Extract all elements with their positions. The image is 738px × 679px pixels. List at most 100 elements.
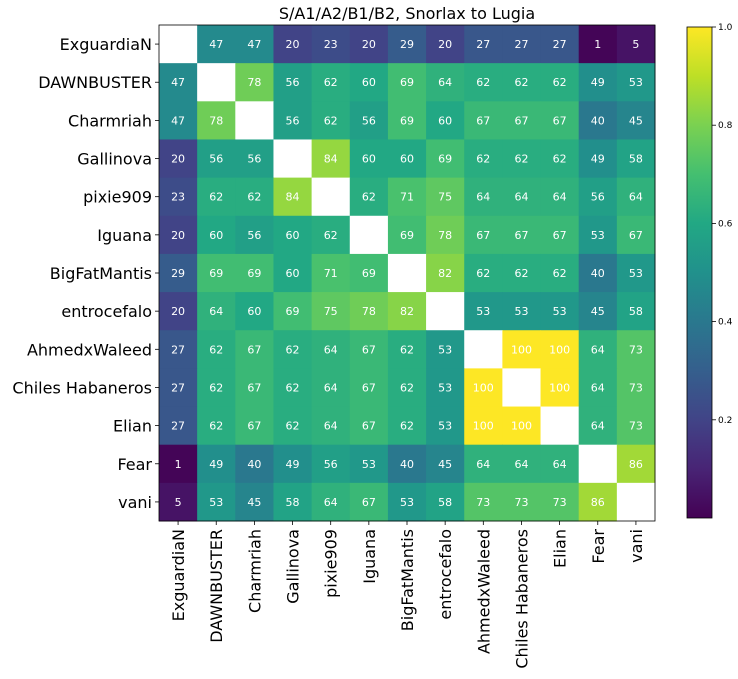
heatmap-cell: [578, 253, 618, 293]
cell-value-label: 67: [553, 229, 567, 242]
cell-value-label: 53: [400, 496, 414, 509]
cell-value-label: 82: [438, 267, 452, 280]
heatmap-cell: [540, 444, 580, 484]
cell-value-label: 40: [591, 114, 605, 127]
heatmap-cell: [578, 292, 618, 331]
cell-value-label: 56: [209, 153, 223, 166]
cell-value-label: 62: [209, 420, 223, 433]
heatmap-cell: [387, 368, 427, 408]
heatmap-cell: [349, 482, 389, 522]
row-label: entrocefalo: [61, 302, 152, 321]
cell-value-label: 62: [514, 153, 528, 166]
heatmap-cell: [464, 215, 503, 255]
cell-value-label: 78: [438, 229, 452, 242]
heatmap-cell: [464, 139, 503, 179]
cell-value-label: 60: [362, 76, 376, 89]
cell-value-label: 27: [171, 381, 185, 394]
heatmap-cell: [387, 101, 427, 140]
cell-value-label: 62: [247, 191, 261, 204]
heatmap-cell: [387, 177, 427, 217]
cell-value-label: 73: [476, 496, 490, 509]
heatmap-cell: [197, 177, 236, 217]
cell-value-label: 71: [324, 267, 338, 280]
heatmap-cell-empty: [616, 482, 656, 522]
heatmap-cell: [578, 482, 618, 522]
heatmap-cell: [578, 101, 618, 140]
cell-value-label: 60: [400, 153, 414, 166]
heatmap-cell: [197, 482, 236, 522]
cell-value-label: 75: [324, 305, 338, 318]
heatmap-cell: [578, 139, 618, 179]
cell-value-label: 20: [171, 153, 185, 166]
cell-value-label: 67: [362, 381, 376, 394]
cell-value-label: 69: [209, 267, 223, 280]
cell-value-label: 53: [629, 76, 643, 89]
heatmap-cell: [159, 101, 198, 140]
heatmap-cell: [159, 330, 198, 369]
cell-value-label: 45: [629, 114, 643, 127]
heatmap-cell: [311, 139, 351, 179]
heatmap-cell: [464, 406, 503, 446]
cell-value-label: 69: [400, 229, 414, 242]
cell-value-label: 58: [286, 496, 300, 509]
cell-value-label: 20: [171, 229, 185, 242]
heatmap-cell: [159, 63, 198, 102]
heatmap-cell: [578, 406, 618, 446]
cell-value-label: 84: [324, 153, 338, 166]
cell-value-label: 27: [171, 343, 185, 356]
row-label: ExguardiaN: [60, 35, 152, 54]
heatmap-cell: [464, 292, 503, 331]
cell-value-label: 53: [514, 305, 528, 318]
cell-value-label: 29: [171, 267, 185, 280]
heatmap-cell: [349, 139, 389, 179]
heatmap-cell: [502, 101, 542, 140]
heatmap-cell: [426, 330, 465, 369]
heatmap-cell: [502, 177, 542, 217]
cell-value-label: 71: [400, 191, 414, 204]
heatmap-cell: [159, 215, 198, 255]
cell-value-label: 56: [247, 229, 261, 242]
heatmap-cell: [578, 330, 618, 369]
heatmap-cell: [387, 482, 427, 522]
cell-value-label: 27: [476, 38, 490, 51]
cell-value-label: 56: [591, 191, 605, 204]
cell-value-label: 82: [400, 305, 414, 318]
heatmap-cell: [235, 406, 274, 446]
heatmap-cell: [616, 444, 656, 484]
heatmap-cell: [273, 215, 313, 255]
heatmap-cell: [502, 292, 542, 331]
cell-value-label: 69: [400, 114, 414, 127]
cell-value-label: 62: [324, 229, 338, 242]
cell-value-label: 67: [514, 114, 528, 127]
heatmap-cell: [273, 368, 313, 408]
cell-value-label: 64: [629, 191, 643, 204]
row-label: BigFatMantis: [50, 264, 152, 283]
cell-value-label: 78: [362, 305, 376, 318]
cell-value-label: 49: [286, 458, 300, 471]
heatmap-cell: [197, 406, 236, 446]
cell-value-label: 27: [553, 38, 567, 51]
cell-value-label: 5: [632, 38, 639, 51]
heatmap-cell: [273, 101, 313, 140]
cell-value-label: 67: [247, 420, 261, 433]
heatmap-cell: [540, 177, 580, 217]
heatmap-cell-empty: [540, 406, 580, 446]
column-label: Gallinova: [284, 529, 303, 604]
cell-value-label: 20: [438, 38, 452, 51]
cell-value-label: 62: [209, 381, 223, 394]
cell-value-label: 53: [438, 420, 452, 433]
cell-value-label: 62: [209, 191, 223, 204]
heatmap-cell: [159, 139, 198, 179]
heatmap-cell: [540, 253, 580, 293]
colorbar: 0.2 0.4 0.6 0.8 1.0: [686, 23, 733, 519]
heatmap-cell: [311, 368, 351, 408]
cell-value-label: 67: [476, 229, 490, 242]
row-label: Charmriah: [68, 111, 152, 130]
heatmap-cell: [616, 139, 656, 179]
cell-value-label: 69: [400, 76, 414, 89]
cell-value-label: 62: [400, 343, 414, 356]
heatmap-cell: [387, 292, 427, 331]
cell-value-label: 86: [591, 496, 605, 509]
column-label: pixie909: [322, 529, 341, 598]
cell-value-label: 62: [514, 267, 528, 280]
